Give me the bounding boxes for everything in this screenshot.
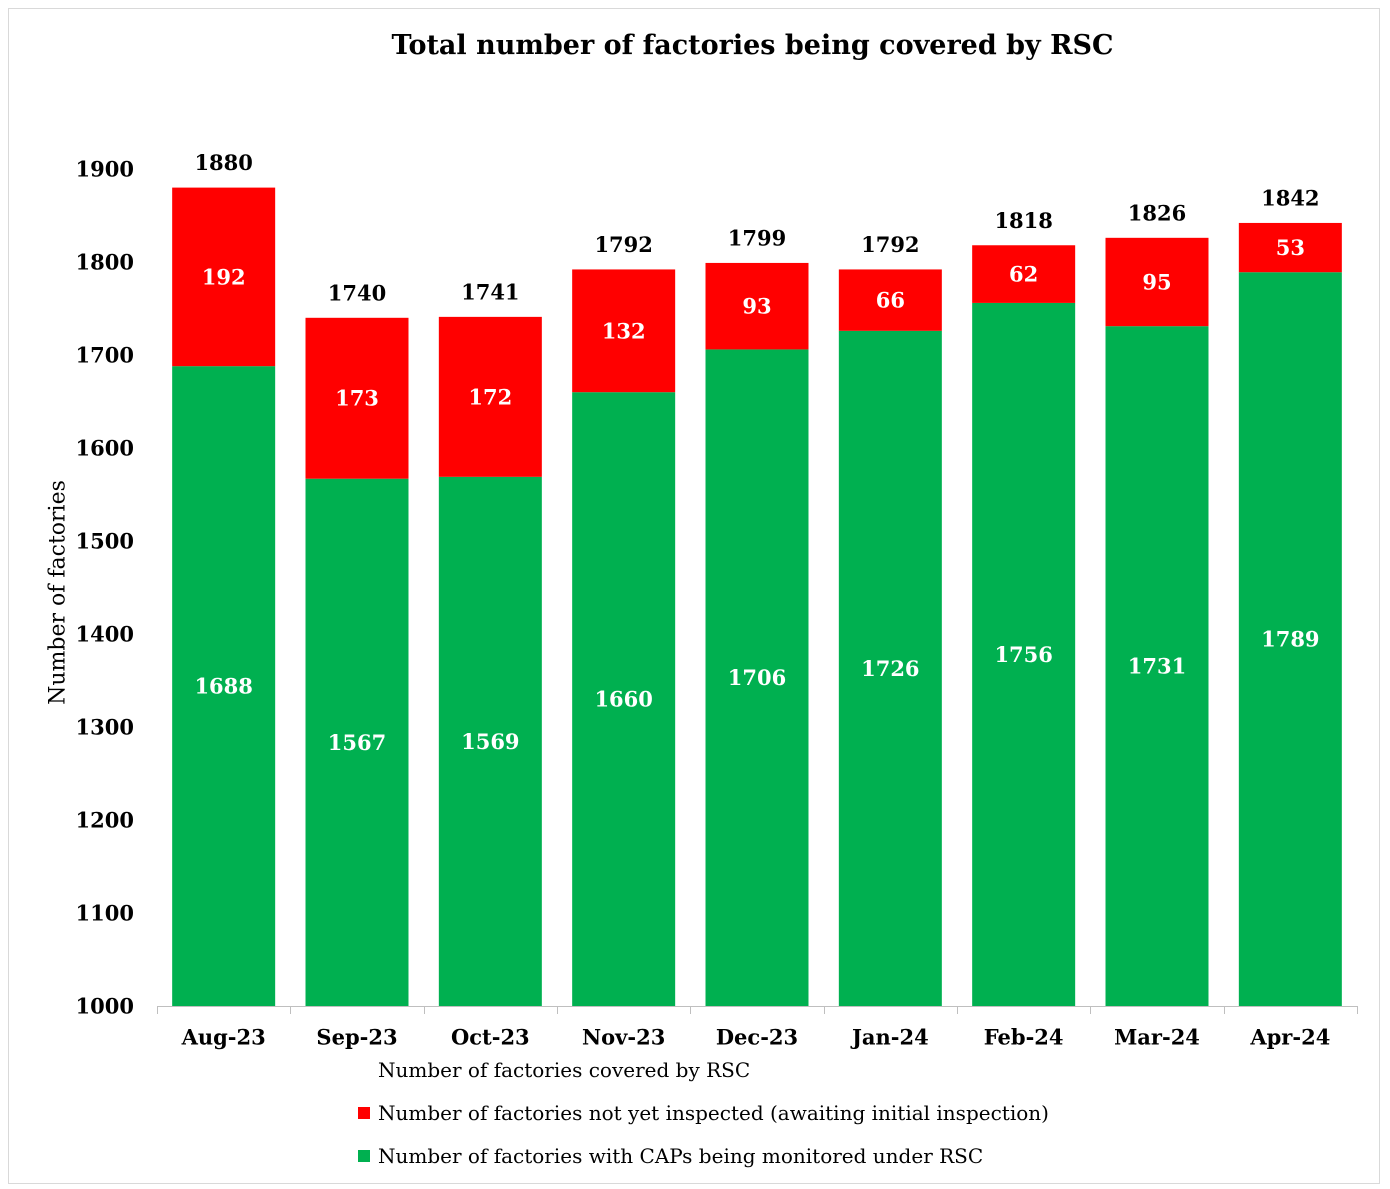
x-tick-label: Jan-24 xyxy=(850,1025,929,1050)
legend-item-not-inspected: Number of factories not yet inspected (a… xyxy=(358,1101,1049,1125)
data-label-caps-monitored: 1660 xyxy=(594,687,652,712)
bar-caps-monitored xyxy=(572,392,676,1006)
bar-caps-monitored xyxy=(172,366,276,1006)
data-label-total: 1842 xyxy=(1261,185,1319,210)
y-tick-label: 1600 xyxy=(76,436,134,461)
data-label-caps-monitored: 1569 xyxy=(461,729,519,754)
bar-not-inspected xyxy=(438,316,542,477)
x-tick-label: Apr-24 xyxy=(1249,1025,1330,1050)
bar-not-inspected xyxy=(572,269,676,393)
data-label-total: 1826 xyxy=(1128,200,1186,225)
data-label-not-inspected: 132 xyxy=(602,318,646,343)
bar-not-inspected xyxy=(172,187,276,367)
legend-swatch-red xyxy=(358,1107,370,1119)
bar-caps-monitored xyxy=(305,478,409,1006)
data-label-total: 1740 xyxy=(328,280,386,305)
data-label-not-inspected: 93 xyxy=(742,294,771,319)
data-label-caps-monitored: 1706 xyxy=(728,665,786,690)
legend-item-caps-monitored: Number of factories with CAPs being moni… xyxy=(358,1144,983,1168)
data-label-not-inspected: 192 xyxy=(202,264,246,289)
legend-header: Number of factories covered by RSC xyxy=(378,1058,751,1082)
data-label-not-inspected: 95 xyxy=(1142,269,1171,294)
y-tick-label: 1700 xyxy=(76,343,134,368)
x-tick-label: Feb-24 xyxy=(984,1025,1064,1050)
bar-caps-monitored xyxy=(1105,326,1209,1006)
y-tick-label: 1400 xyxy=(76,622,134,647)
chart-title: Total number of factories being covered … xyxy=(391,30,1114,61)
data-label-not-inspected: 53 xyxy=(1276,235,1305,260)
data-label-caps-monitored: 1756 xyxy=(994,642,1052,667)
bar-caps-monitored xyxy=(1238,272,1342,1007)
data-label-caps-monitored: 1688 xyxy=(194,674,252,699)
y-tick-label: 1200 xyxy=(76,808,134,833)
y-tick-label: 1000 xyxy=(76,994,134,1019)
bar-caps-monitored xyxy=(838,330,942,1006)
bar-not-inspected xyxy=(1105,237,1209,327)
x-tick-label: Aug-23 xyxy=(181,1025,266,1050)
data-label-caps-monitored: 1567 xyxy=(328,730,386,755)
data-label-not-inspected: 173 xyxy=(335,386,379,411)
data-label-total: 1792 xyxy=(861,232,919,257)
data-label-total: 1880 xyxy=(194,150,252,175)
bar-not-inspected xyxy=(838,269,942,331)
x-tick-label: Oct-23 xyxy=(451,1025,530,1050)
legend-swatch-green xyxy=(358,1150,370,1162)
data-label-caps-monitored: 1726 xyxy=(861,656,919,681)
x-tick-label: Mar-24 xyxy=(1114,1025,1200,1050)
y-tick-label: 1100 xyxy=(76,901,134,926)
y-tick-label: 1900 xyxy=(76,157,134,182)
data-label-caps-monitored: 1789 xyxy=(1261,627,1319,652)
bar-caps-monitored xyxy=(972,302,1076,1006)
legend-label-not-inspected: Number of factories not yet inspected (a… xyxy=(378,1101,1049,1125)
bar-caps-monitored xyxy=(705,349,809,1006)
y-axis-title: Number of factories xyxy=(46,480,71,705)
data-label-total: 1741 xyxy=(461,279,519,304)
y-tick-label: 1300 xyxy=(76,715,134,740)
data-label-caps-monitored: 1731 xyxy=(1128,654,1186,679)
y-tick-label: 1500 xyxy=(76,529,134,554)
data-label-not-inspected: 172 xyxy=(468,384,512,409)
bar-caps-monitored xyxy=(438,476,542,1007)
bar-not-inspected xyxy=(972,245,1076,303)
data-label-total: 1792 xyxy=(594,232,652,257)
x-tick-label: Nov-23 xyxy=(582,1025,665,1050)
bar-not-inspected xyxy=(705,262,809,350)
data-label-not-inspected: 66 xyxy=(876,288,905,313)
data-label-total: 1818 xyxy=(994,208,1052,233)
y-tick-label: 1800 xyxy=(76,250,134,275)
bar-not-inspected xyxy=(1238,222,1342,273)
x-tick-label: Sep-23 xyxy=(316,1025,397,1050)
data-label-total: 1799 xyxy=(728,225,786,250)
x-tick-label: Dec-23 xyxy=(716,1025,798,1050)
bar-not-inspected xyxy=(305,317,409,479)
data-label-not-inspected: 62 xyxy=(1009,262,1038,287)
legend-label-caps-monitored: Number of factories with CAPs being moni… xyxy=(378,1144,984,1168)
